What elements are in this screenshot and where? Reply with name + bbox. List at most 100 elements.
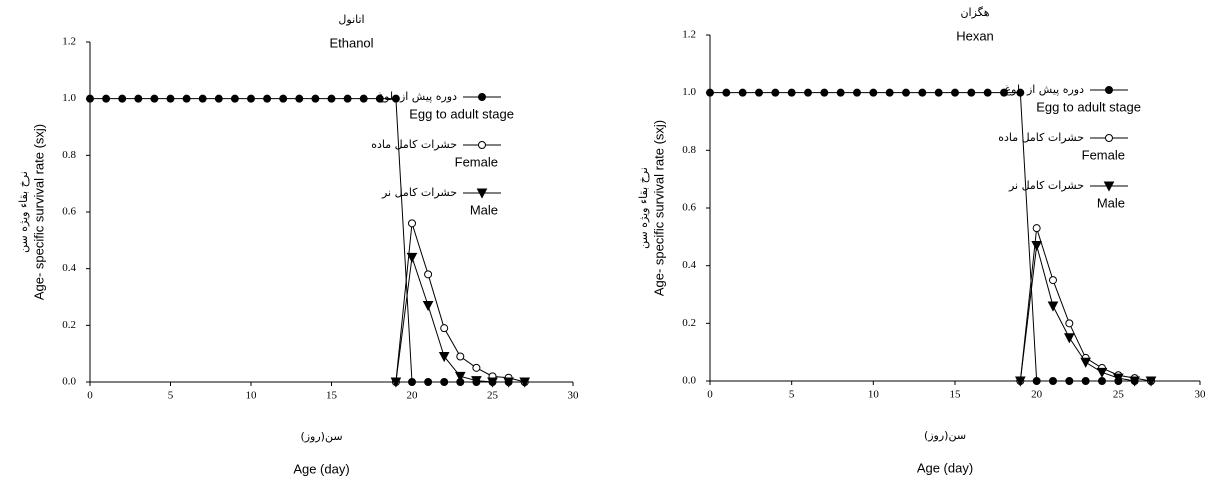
y-tick-label: 1.0 bbox=[62, 92, 76, 104]
y-label: Age- specific survival rate (sxj) bbox=[651, 120, 666, 296]
chart-title-fa: اتانول bbox=[338, 13, 364, 26]
x-tick-label: 25 bbox=[487, 390, 499, 402]
marker bbox=[1145, 376, 1157, 387]
marker bbox=[1113, 373, 1124, 384]
legend-label: Egg to adult stage bbox=[409, 106, 514, 121]
marker bbox=[1129, 376, 1140, 387]
y-tick-label: 0.0 bbox=[682, 375, 696, 387]
legend-marker bbox=[476, 188, 488, 199]
y-tick-label: 0.8 bbox=[682, 144, 696, 156]
x-label-fa: سن(روز) bbox=[300, 430, 342, 443]
legend-marker bbox=[478, 141, 486, 149]
marker bbox=[722, 88, 731, 97]
legend-label-fa: حشرات کامل نر bbox=[381, 186, 457, 199]
chart: هگزان Hexan 0 5 10 15 20 25 30 0.0 0.2 0.4 0.6 0.8 1.0… bbox=[637, 6, 1206, 475]
marker bbox=[327, 94, 336, 103]
legend-label: Female bbox=[1082, 147, 1125, 162]
y-label: Age- specific survival rate (sxj) bbox=[31, 124, 46, 300]
marker bbox=[471, 376, 482, 387]
marker bbox=[738, 88, 747, 97]
marker bbox=[295, 94, 304, 103]
marker bbox=[1096, 367, 1108, 378]
marker bbox=[454, 371, 466, 382]
y-tick-label: 1.2 bbox=[682, 29, 696, 41]
series-line bbox=[710, 92, 1151, 382]
chart-title-fa: هگزان bbox=[960, 6, 989, 19]
marker bbox=[853, 88, 861, 97]
marker bbox=[1065, 377, 1074, 385]
y-tick-label: 1.0 bbox=[682, 86, 696, 98]
marker bbox=[1065, 319, 1074, 328]
marker bbox=[102, 94, 111, 103]
marker bbox=[1031, 240, 1042, 252]
y-label-fa: نرخ بقاء ویژه سن bbox=[637, 167, 650, 249]
marker bbox=[1049, 377, 1057, 385]
marker bbox=[150, 94, 159, 103]
x-tick-label: 5 bbox=[789, 389, 795, 401]
x-tick-label: 0 bbox=[87, 390, 93, 402]
marker bbox=[166, 94, 175, 103]
chart: اتانول Ethanol 0 5 10 15 20 25 30 0.0 0.2 0.4 0.6 0.8… bbox=[17, 13, 579, 476]
marker bbox=[118, 94, 127, 103]
marker bbox=[214, 94, 223, 103]
legend-marker bbox=[1103, 181, 1115, 192]
legend-label-fa: حشرات کامل ماده bbox=[371, 138, 457, 151]
marker bbox=[1015, 376, 1026, 387]
y-tick-label: 0.2 bbox=[62, 319, 76, 331]
marker bbox=[375, 94, 384, 103]
marker bbox=[198, 94, 207, 103]
marker bbox=[1032, 224, 1041, 233]
legend-label-fa: دوره پیش از بلوغ bbox=[1005, 83, 1085, 96]
legend-label: Male bbox=[1097, 195, 1125, 210]
marker bbox=[86, 94, 94, 103]
x-label-fa: سن(روز) bbox=[924, 429, 966, 442]
marker bbox=[983, 88, 992, 97]
y-tick-label: 0.4 bbox=[682, 259, 696, 271]
x-tick-label: 5 bbox=[168, 390, 174, 402]
legend-label-fa: حشرات کامل نر bbox=[1008, 179, 1084, 192]
marker bbox=[706, 88, 714, 97]
marker bbox=[247, 94, 255, 103]
marker bbox=[487, 377, 498, 388]
marker bbox=[422, 301, 434, 312]
marker bbox=[359, 94, 368, 103]
series-line bbox=[90, 98, 525, 383]
y-tick-label: 0.0 bbox=[62, 376, 76, 388]
marker bbox=[918, 88, 927, 97]
marker bbox=[967, 88, 976, 97]
marker bbox=[343, 94, 352, 103]
legend-marker bbox=[1105, 86, 1113, 94]
x-tick-label: 30 bbox=[1195, 389, 1207, 401]
marker bbox=[836, 88, 845, 97]
y-label-fa: نرخ بقاء ویژه سن bbox=[17, 171, 30, 253]
marker bbox=[456, 352, 465, 361]
marker bbox=[230, 94, 239, 103]
x-label: Age (day) bbox=[917, 460, 973, 475]
marker bbox=[424, 378, 433, 386]
marker bbox=[440, 324, 449, 333]
chart-title: Ethanol bbox=[329, 35, 373, 50]
legend-label: Male bbox=[470, 202, 498, 217]
chart-title: Hexan bbox=[956, 28, 994, 43]
marker bbox=[1098, 377, 1106, 385]
x-tick-label: 25 bbox=[1113, 389, 1125, 401]
y-tick-label: 1.2 bbox=[62, 36, 76, 48]
marker bbox=[885, 88, 894, 97]
marker bbox=[1064, 333, 1075, 344]
y-tick-label: 0.8 bbox=[62, 149, 76, 161]
x-tick-label: 0 bbox=[707, 389, 713, 401]
marker bbox=[408, 219, 416, 228]
x-tick-label: 15 bbox=[326, 390, 338, 402]
x-tick-label: 15 bbox=[950, 389, 962, 401]
x-tick-label: 10 bbox=[868, 389, 880, 401]
y-tick-label: 0.2 bbox=[682, 317, 696, 329]
marker bbox=[1080, 357, 1091, 368]
y-tick-label: 0.4 bbox=[62, 262, 76, 274]
marker bbox=[804, 88, 812, 97]
marker bbox=[1032, 377, 1041, 385]
legend-marker bbox=[1105, 134, 1113, 142]
marker bbox=[406, 252, 418, 263]
marker bbox=[771, 88, 780, 97]
marker bbox=[134, 94, 143, 103]
